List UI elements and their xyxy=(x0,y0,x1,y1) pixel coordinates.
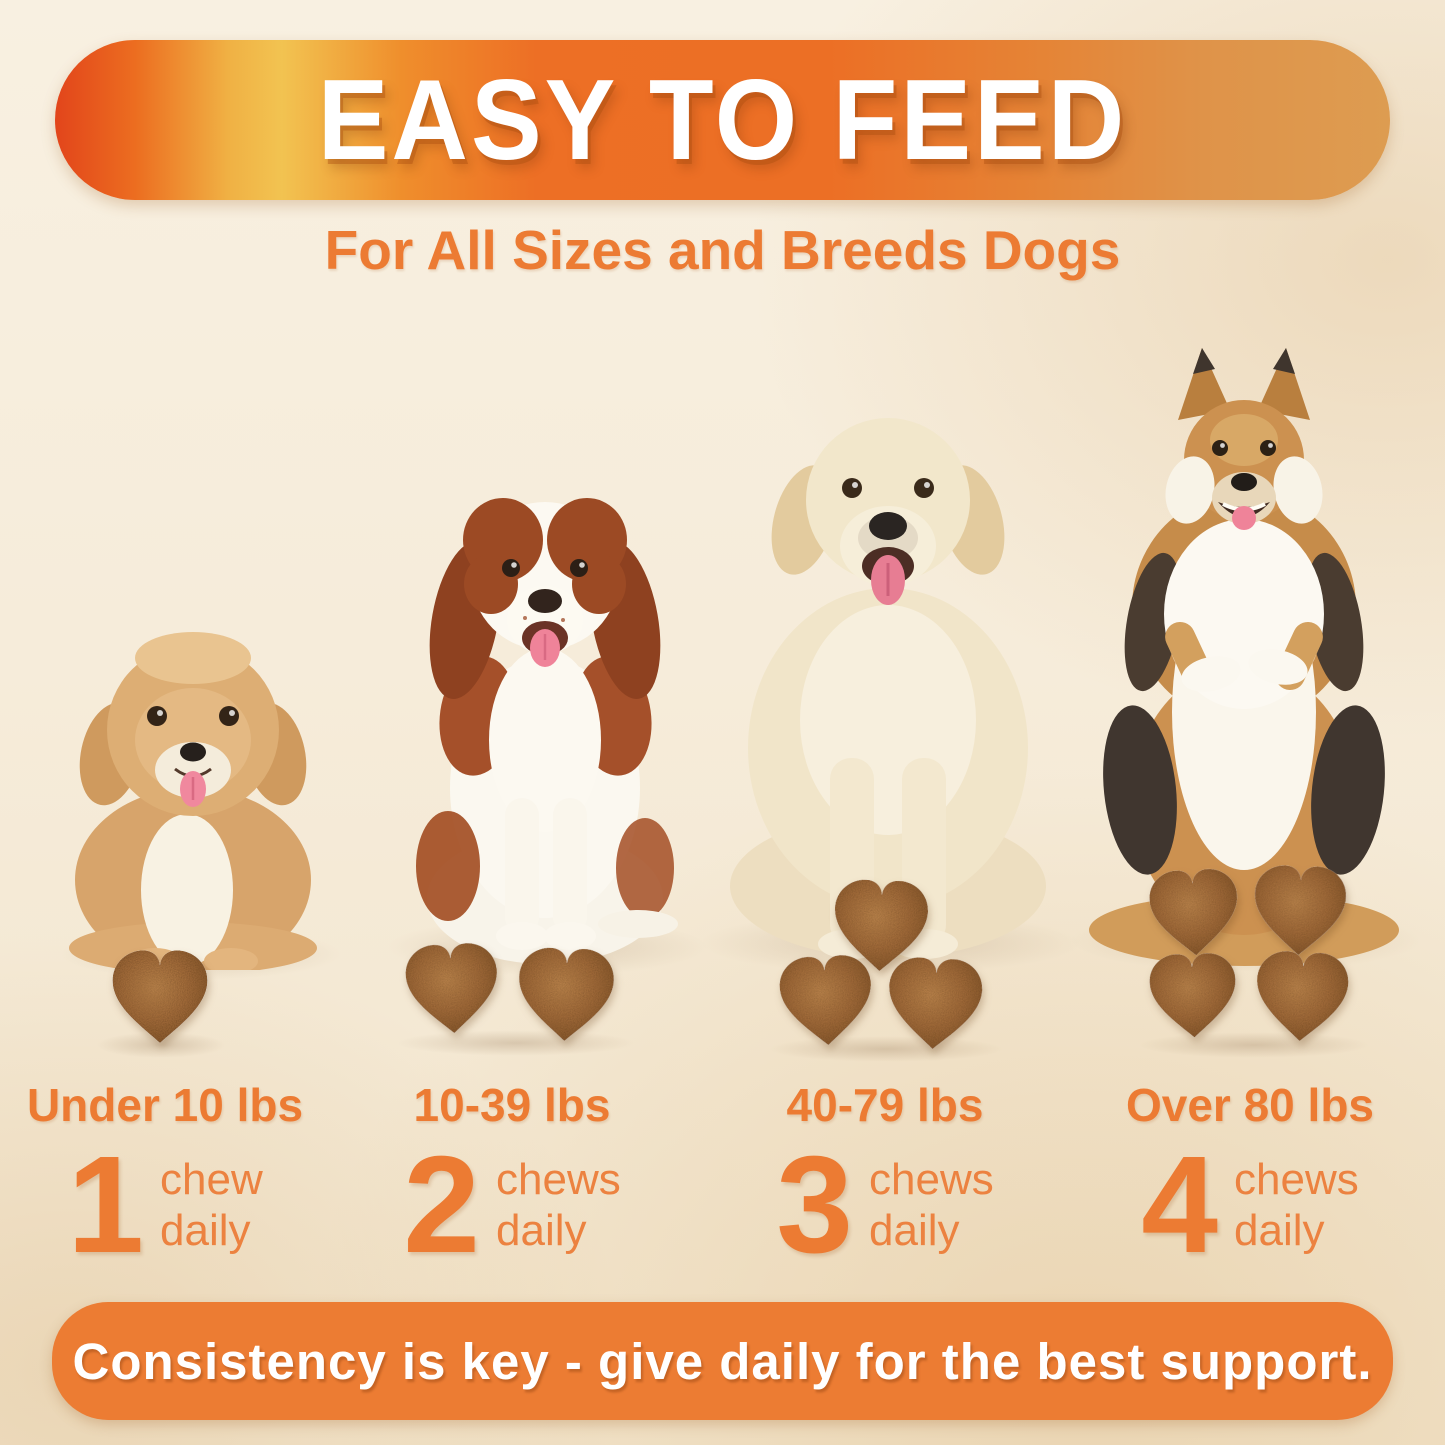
chew-frequency-word: daily xyxy=(496,1206,587,1256)
chew-unit-text: chew daily xyxy=(160,1154,263,1258)
chew-treat-heart xyxy=(1254,949,1350,1044)
footer-message: Consistency is key - give daily for the … xyxy=(72,1332,1373,1390)
dog-photo-spaniel-puppy xyxy=(393,468,698,970)
header-banner: EASY TO FEED xyxy=(55,40,1390,200)
chew-treat-heart xyxy=(886,955,984,1052)
chew-frequency-word: daily xyxy=(160,1206,251,1256)
dose-group: 3 chews daily xyxy=(685,1128,1085,1282)
weight-label: Under 10 lbs xyxy=(26,1079,304,1131)
chew-treat-heart xyxy=(1148,952,1238,1039)
chew-unit-word: chews xyxy=(496,1154,621,1204)
chew-treat-heart xyxy=(778,953,874,1048)
chew-count-number: 1 xyxy=(67,1128,145,1282)
chew-count-number: 4 xyxy=(1141,1128,1219,1282)
chew-shadow xyxy=(396,1030,636,1056)
chew-frequency-word: daily xyxy=(869,1206,960,1256)
chew-count-number: 2 xyxy=(403,1128,481,1282)
chew-unit-word: chews xyxy=(869,1154,994,1204)
dog-photo-golden-retriever xyxy=(712,388,1064,970)
dose-group: 4 chews daily xyxy=(1050,1128,1445,1282)
chew-unit-word: chews xyxy=(1234,1154,1359,1204)
chew-unit-word: chew xyxy=(160,1154,263,1204)
weight-label: 40-79 lbs xyxy=(786,1079,984,1131)
footer-banner: Consistency is key - give daily for the … xyxy=(52,1302,1393,1420)
weight-label: Over 80 lbs xyxy=(1125,1079,1375,1131)
weight-label: 10-39 lbs xyxy=(413,1079,611,1131)
subtitle: For All Sizes and Breeds Dogs xyxy=(324,219,1121,281)
chew-shadow xyxy=(1138,1032,1370,1058)
chew-treat-heart xyxy=(516,946,615,1043)
page-title: EASY TO FEED xyxy=(317,55,1128,184)
chew-treat-heart xyxy=(404,941,500,1036)
chew-shadow xyxy=(768,1036,1004,1062)
chew-unit-text: chews daily xyxy=(1234,1154,1359,1258)
dog-photo-small-puppy xyxy=(55,612,330,970)
chew-unit-text: chews daily xyxy=(496,1154,621,1258)
chew-count-number: 3 xyxy=(776,1128,854,1282)
chew-unit-text: chews daily xyxy=(869,1154,994,1258)
chew-frequency-word: daily xyxy=(1234,1206,1325,1256)
chew-treat-heart xyxy=(112,950,208,1043)
dose-group: 1 chew daily xyxy=(0,1128,365,1282)
dose-group: 2 chews daily xyxy=(312,1128,712,1282)
